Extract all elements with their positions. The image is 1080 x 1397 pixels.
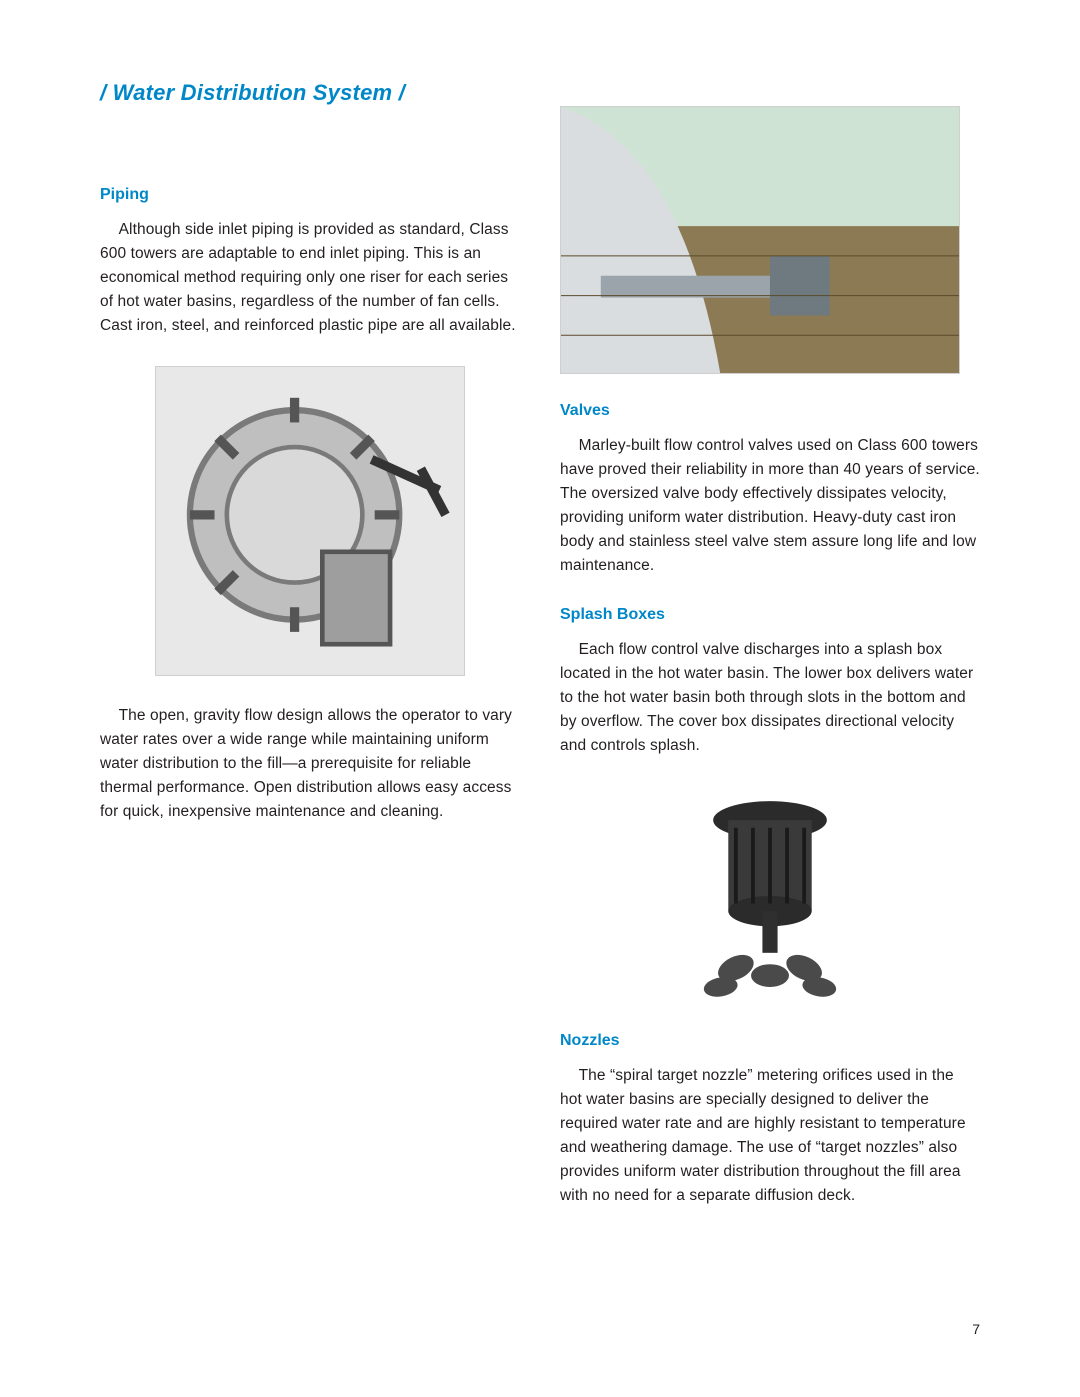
heading-valves: Valves: [560, 402, 980, 420]
paragraph-nozzles-text: The “spiral target nozzle” metering orif…: [560, 1067, 966, 1204]
paragraph-splash-boxes-text: Each flow control valve discharges into …: [560, 641, 973, 754]
figure-basin-photo-placeholder: [560, 106, 960, 374]
valve-cutaway-icon: [156, 367, 464, 675]
figure-nozzle: [560, 786, 980, 1004]
page-number: 7: [972, 1321, 980, 1337]
figure-basin-photo: [560, 106, 980, 374]
figure-valve-cutaway: [100, 366, 520, 676]
paragraph-splash-boxes: Each flow control valve discharges into …: [560, 638, 980, 758]
heading-nozzles: Nozzles: [560, 1032, 980, 1050]
paragraph-piping-text: Although side inlet piping is provided a…: [100, 221, 516, 334]
title-slash-open: /: [100, 80, 113, 105]
left-column: Piping Although side inlet piping is pro…: [100, 186, 520, 1236]
nozzle-icon: [675, 786, 865, 1004]
paragraph-valves: Marley-built flow control valves used on…: [560, 434, 980, 578]
paragraph-valves-text: Marley-built flow control valves used on…: [560, 437, 980, 574]
two-column-layout: Piping Although side inlet piping is pro…: [100, 186, 980, 1236]
right-column: Valves Marley-built flow control valves …: [560, 186, 980, 1236]
paragraph-gravity-flow: The open, gravity flow design allows the…: [100, 704, 520, 824]
page-title: / Water Distribution System /: [100, 80, 980, 106]
paragraph-piping: Although side inlet piping is provided a…: [100, 218, 520, 338]
document-page: / Water Distribution System / Piping Alt…: [0, 0, 1080, 1296]
basin-photo-icon: [561, 107, 959, 373]
paragraph-gravity-flow-text: The open, gravity flow design allows the…: [100, 707, 512, 820]
title-text: Water Distribution System: [113, 80, 393, 105]
heading-splash-boxes: Splash Boxes: [560, 606, 980, 624]
figure-nozzle-placeholder: [675, 786, 865, 1004]
paragraph-nozzles: The “spiral target nozzle” metering orif…: [560, 1064, 980, 1208]
heading-piping: Piping: [100, 186, 520, 204]
title-slash-close: /: [392, 80, 405, 105]
figure-valve-cutaway-placeholder: [155, 366, 465, 676]
